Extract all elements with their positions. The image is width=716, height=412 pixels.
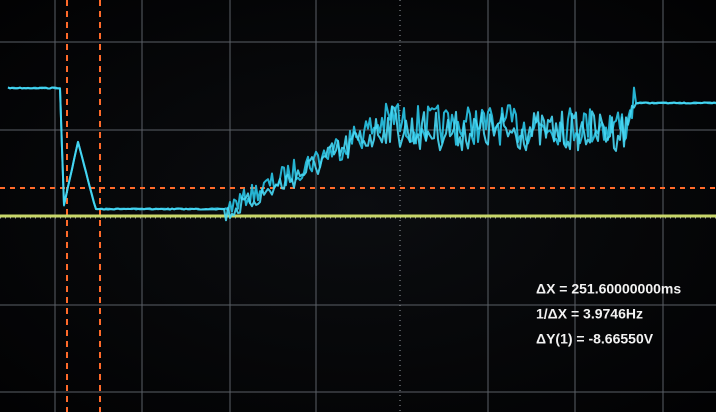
inverse-delta-x-readout: 1/ΔX = 3.9746Hz — [536, 306, 643, 322]
oscilloscope-screen: ΔX = 251.60000000ms 1/ΔX = 3.9746Hz ΔY(1… — [0, 0, 716, 412]
screen-background — [0, 0, 716, 412]
delta-x-readout: ΔX = 251.60000000ms — [536, 281, 681, 297]
delta-y-readout: ΔY(1) = -8.66550V — [536, 331, 654, 347]
